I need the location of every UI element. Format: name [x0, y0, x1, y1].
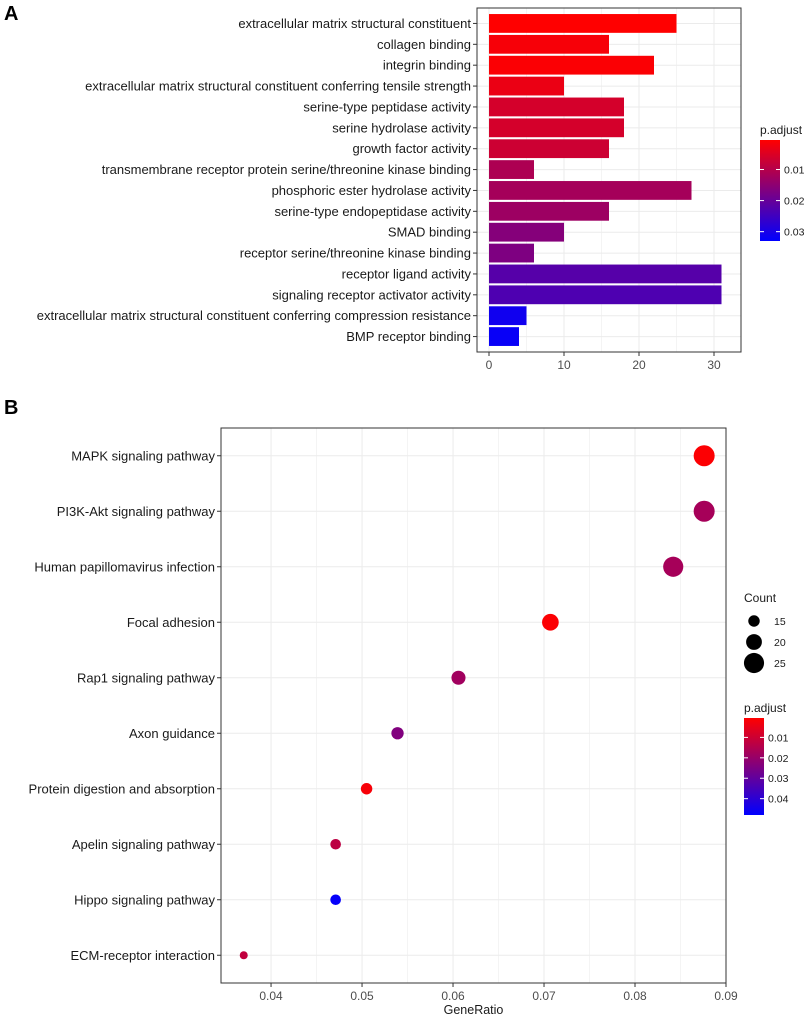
panel-b-category-label: ECM-receptor interaction: [71, 948, 216, 963]
panel-a-category-label: receptor serine/threonine kinase binding: [240, 246, 471, 261]
panel-a-bar: [489, 97, 624, 117]
panel-b-x-axis-title: GeneRatio: [444, 1003, 504, 1017]
panel-a-border: [476, 7, 742, 353]
panel-a-category-label: extracellular matrix structural constitu…: [37, 308, 471, 323]
panel-b-size-legend-label: 25: [774, 658, 786, 670]
panel-a-category-label: serine hydrolase activity: [332, 120, 471, 135]
panel-a-category-label: integrin binding: [383, 58, 471, 73]
panel-a-category-label: receptor ligand activity: [342, 266, 472, 281]
panel-b-point: [391, 727, 404, 740]
panel-a-bar: [489, 14, 677, 33]
panel-a-x-tick-label: 0: [486, 358, 493, 372]
panel-a-bar: [489, 243, 534, 263]
panel-b-point: [360, 783, 373, 795]
panel-a-label: A: [4, 3, 18, 25]
panel-a-bar: [489, 181, 692, 200]
panel-a-bar: [489, 118, 624, 138]
panel-b-point: [330, 894, 341, 906]
panel-a-x-tick-label: 10: [557, 358, 571, 372]
panel-a-legend-label: 0.02: [784, 196, 805, 208]
panel-b-category-label: Axon guidance: [129, 726, 215, 741]
panel-b-plot-area: [221, 428, 726, 983]
panel-b-dot-plot: MAPK signaling pathway PI3K-Akt signaling…: [29, 427, 789, 1017]
panel-a-bar: [489, 76, 564, 96]
panel-b-point: [663, 556, 684, 577]
panel-a-bar: [489, 222, 564, 242]
panel-b-category-label: PI3K-Akt signaling pathway: [57, 504, 216, 519]
panel-a-category-label: SMAD binding: [388, 225, 471, 240]
panel-a-x-tick-label: 30: [707, 358, 721, 372]
panel-b-colorbar: [744, 718, 764, 815]
panel-a-legend-title: p.adjust: [760, 123, 803, 137]
panel-b-category-label: Hippo signaling pathway: [74, 892, 215, 907]
panel-a-bar: [489, 264, 722, 284]
panel-b-x-tick-label: 0.08: [623, 989, 647, 1003]
panel-b-size-legend-title: Count: [744, 591, 777, 605]
panel-a-legend-label: 0.03: [784, 227, 805, 239]
panel-b-x-tick-label: 0.07: [532, 989, 556, 1003]
panel-b-color-legend-label: 0.04: [768, 794, 789, 806]
panel-a-category-label: transmembrane receptor protein serine/th…: [102, 162, 471, 177]
panel-a-bar: [489, 160, 534, 179]
panel-b-size-legend-key: [743, 652, 765, 674]
panel-a-category-label: serine-type peptidase activity: [303, 99, 471, 114]
panel-b-point: [542, 613, 559, 631]
panel-b-color-legend-label: 0.02: [768, 753, 789, 765]
panel-b-point: [239, 951, 248, 960]
panel-b-category-label: Rap1 signaling pathway: [77, 670, 216, 685]
panel-b-size-legend-key: [746, 634, 762, 650]
panel-a-bar: [489, 327, 519, 346]
panel-a-category-label: extracellular matrix structural constitu…: [238, 16, 471, 31]
panel-a-category-label: extracellular matrix structural constitu…: [85, 79, 471, 94]
panel-a-bar: [489, 34, 609, 54]
panel-a-category-label: collagen binding: [377, 37, 471, 52]
panel-a-colorbar: [760, 140, 780, 241]
panel-b-color-legend-title: p.adjust: [744, 701, 787, 715]
panel-a-category-label: phosphoric ester hydrolase activity: [272, 183, 472, 198]
panel-b-border: [220, 427, 727, 984]
panel-b-size-legend-key: [748, 615, 760, 627]
panel-b-size-legend-label: 15: [774, 616, 786, 628]
panel-a-bar: [489, 201, 609, 221]
panel-b-point: [451, 670, 466, 685]
panel-b-label: B: [4, 397, 18, 419]
panel-a-category-label: growth factor activity: [353, 141, 472, 156]
panel-b-point: [693, 445, 715, 467]
panel-a-bar: [489, 139, 609, 159]
panel-b-size-legend-label: 20: [774, 637, 786, 649]
panel-b-category-label: MAPK signaling pathway: [71, 448, 215, 463]
panel-b-point: [693, 500, 715, 522]
panel-a-legend-label: 0.01: [784, 165, 805, 177]
panel-a-category-label: serine-type endopeptidase activity: [274, 204, 471, 219]
panel-a-bar-chart: extracellular matrix structural constitu…: [37, 7, 805, 372]
panel-b-x-tick-label: 0.04: [259, 989, 283, 1003]
panel-b-category-label: Apelin signaling pathway: [72, 837, 216, 852]
panel-b-category-label: Protein digestion and absorption: [29, 781, 215, 796]
panel-a-category-label: signaling receptor activator activity: [272, 287, 471, 302]
panel-b-x-tick-label: 0.09: [714, 989, 738, 1003]
panel-b-x-tick-label: 0.05: [350, 989, 374, 1003]
panel-a-bar: [489, 306, 527, 326]
panel-b-x-tick-label: 0.06: [441, 989, 465, 1003]
panel-a-category-label: BMP receptor binding: [346, 329, 471, 344]
panel-b-point: [330, 838, 341, 850]
panel-a-x-tick-label: 20: [632, 358, 646, 372]
panel-a-bar: [489, 285, 722, 305]
panel-b-category-label: Focal adhesion: [127, 615, 215, 630]
panel-b-category-label: Human papillomavirus infection: [34, 559, 215, 574]
panel-b-color-legend-label: 0.01: [768, 732, 789, 744]
panel-b-color-legend-label: 0.03: [768, 773, 789, 785]
panel-a-bar: [489, 55, 654, 75]
